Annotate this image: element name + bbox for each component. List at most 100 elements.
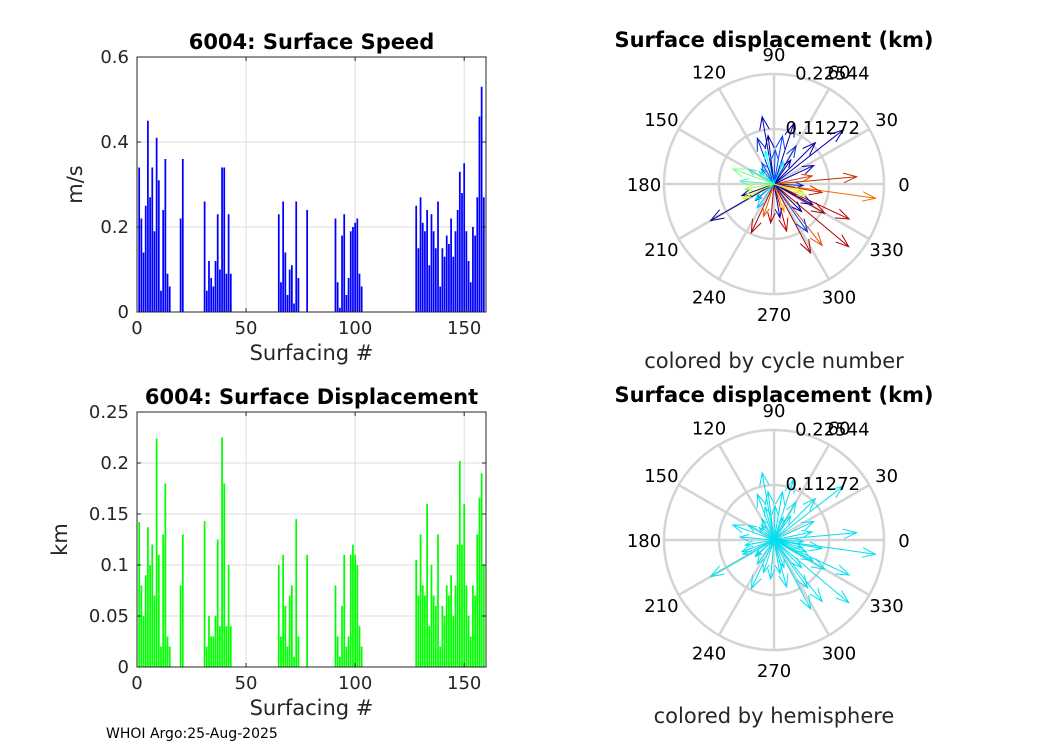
bar <box>454 231 457 312</box>
bar <box>437 201 439 312</box>
displacement-arrow <box>770 183 775 223</box>
bar <box>465 585 468 667</box>
displacement-arrow <box>773 183 803 193</box>
bar <box>441 605 444 667</box>
bar <box>288 269 291 312</box>
displacement-arrow <box>739 180 775 185</box>
bar <box>467 261 470 312</box>
polar-spoke <box>773 127 870 186</box>
angle-label: 90 <box>763 45 786 66</box>
bar <box>223 483 226 667</box>
displacement-arrow <box>773 539 814 562</box>
angle-label: 0 <box>898 175 909 196</box>
bar <box>168 286 171 312</box>
arrow-head <box>801 529 814 539</box>
arrow-head <box>809 232 823 247</box>
displacement-arrow <box>773 164 815 185</box>
bar <box>219 269 221 312</box>
arrow-head <box>795 574 809 590</box>
arrow-head <box>754 549 762 557</box>
arrow-head <box>795 181 805 189</box>
displacement-arrow <box>761 518 775 541</box>
bar <box>306 554 309 667</box>
bar <box>162 534 165 667</box>
arrow-head <box>750 574 762 590</box>
bar <box>214 261 217 312</box>
bar <box>463 163 466 312</box>
bar <box>469 282 472 312</box>
bar <box>181 159 184 312</box>
bar <box>334 218 337 312</box>
bar <box>465 231 468 312</box>
bar <box>358 626 361 667</box>
bar <box>338 307 341 312</box>
chart-title: Surface displacement (km) <box>614 28 933 52</box>
bar <box>153 595 156 667</box>
arrow-head <box>835 590 850 604</box>
arrow-head <box>809 588 823 603</box>
bar <box>352 227 354 312</box>
arrow-head <box>756 555 765 566</box>
bar <box>476 534 479 667</box>
arrow-head <box>763 149 772 161</box>
displacement-arrow <box>773 531 813 541</box>
arrow-head <box>808 541 824 552</box>
arrow-head <box>795 537 805 545</box>
displacement-arrow <box>739 536 775 541</box>
chart-title: 6004: Surface Speed <box>189 30 435 54</box>
arrow-head <box>747 168 757 176</box>
bar <box>293 303 295 312</box>
displacement-arrow <box>761 168 775 185</box>
displacement-arrow <box>773 129 844 185</box>
arrow-head <box>747 524 757 532</box>
bar <box>210 636 213 667</box>
displacement-arrow <box>773 520 815 541</box>
bar <box>149 197 151 312</box>
displacement-arrow <box>756 183 775 209</box>
x-tick-label: 100 <box>338 318 372 339</box>
displacement-arrow <box>761 472 775 541</box>
y-tick-label: 0.05 <box>89 606 129 627</box>
x-tick-label: 150 <box>447 673 481 694</box>
displacement-arrow <box>745 183 775 190</box>
bar <box>458 460 461 667</box>
bar <box>341 605 343 667</box>
arrow-head <box>791 201 803 213</box>
bar <box>347 278 350 312</box>
displacement-arrow <box>773 539 812 610</box>
bar <box>336 636 339 667</box>
x-tick-label: 0 <box>131 673 142 694</box>
arrow-head <box>754 550 763 558</box>
bar <box>445 235 448 312</box>
displacement-arrow <box>773 532 857 541</box>
bar <box>203 201 206 312</box>
displacement-arrow <box>773 517 784 541</box>
bar <box>149 565 151 667</box>
arrow-head <box>731 524 746 534</box>
arrow-head <box>842 172 859 184</box>
bar <box>227 214 230 312</box>
bar <box>458 171 461 312</box>
arrow-head <box>731 168 746 178</box>
bar <box>155 137 158 312</box>
displacement-arrow <box>773 183 808 233</box>
arrow-head <box>767 568 776 581</box>
bar <box>216 539 219 667</box>
bar <box>448 244 450 312</box>
bar <box>428 265 431 312</box>
bar <box>343 554 346 667</box>
bar <box>216 214 219 312</box>
arrow-head <box>764 134 775 149</box>
displacement-arrow <box>773 176 857 185</box>
arrow-head <box>743 540 754 548</box>
arrow-head <box>774 564 783 576</box>
bar <box>439 646 442 667</box>
bar <box>476 197 479 312</box>
bar <box>467 616 470 667</box>
arrow-head <box>774 208 783 220</box>
arrow-head <box>778 217 789 233</box>
angle-label: 30 <box>875 110 898 131</box>
x-tick-label: 150 <box>447 318 481 339</box>
arrow-head <box>810 558 826 571</box>
